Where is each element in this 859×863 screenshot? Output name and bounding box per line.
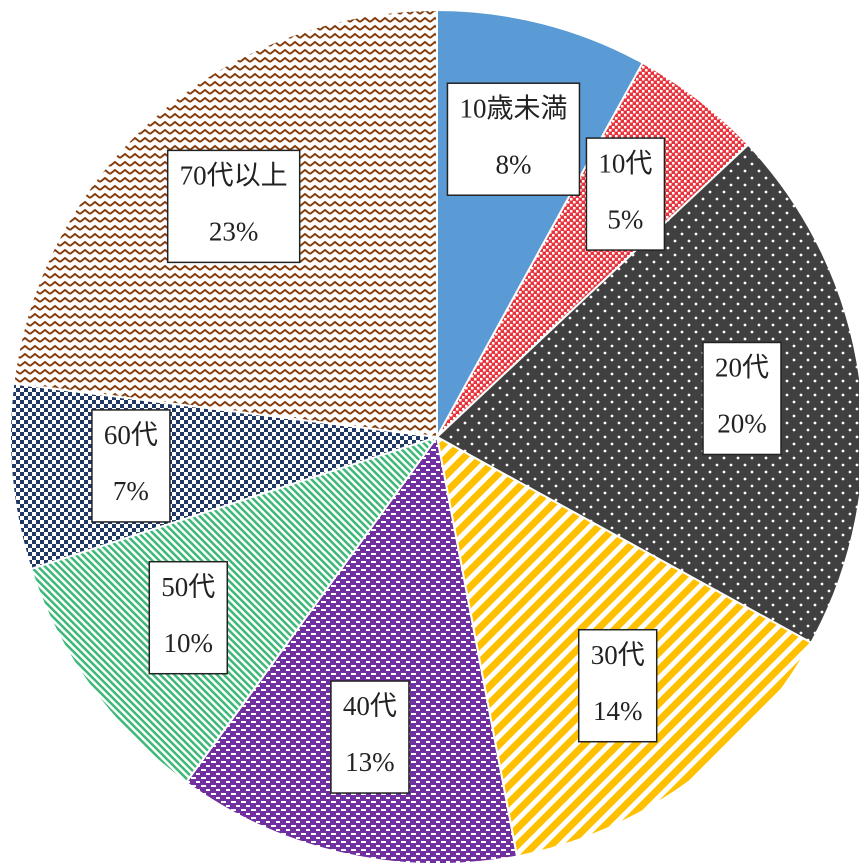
data-label: 70代以上 23% <box>166 149 301 264</box>
value-label: 8% <box>495 149 531 179</box>
value-label: 7% <box>113 476 149 506</box>
category-label: 70代以上 <box>180 161 288 191</box>
value-label: 20% <box>717 409 767 439</box>
label-box <box>91 409 171 523</box>
label-box <box>166 149 301 264</box>
category-label: 10代 <box>598 148 652 178</box>
data-label: 30代 14% <box>577 628 658 743</box>
category-label: 10歳未満 <box>459 93 567 123</box>
category-label: 20代 <box>715 353 769 383</box>
labels: 10歳未満 8% 10代 5% 20代 20% 30代 14% 40代 13% 50代 10% 60代 7… <box>91 82 782 794</box>
data-label: 20代 20% <box>702 341 782 456</box>
value-label: 23% <box>209 217 259 247</box>
label-box <box>702 341 782 456</box>
label-box <box>577 628 658 743</box>
category-label: 40代 <box>343 691 397 721</box>
category-label: 60代 <box>104 420 158 450</box>
label-box <box>330 680 410 794</box>
label-box <box>446 82 581 196</box>
value-label: 5% <box>607 204 643 234</box>
label-box <box>148 560 229 675</box>
data-label: 10代 5% <box>585 137 666 251</box>
value-label: 10% <box>164 628 214 658</box>
data-label: 50代 10% <box>148 560 229 675</box>
pie-slice <box>184 434 519 863</box>
data-label: 40代 13% <box>330 680 410 794</box>
category-label: 30代 <box>591 640 645 670</box>
data-label: 10歳未満 8% <box>446 82 581 196</box>
pie-slice <box>435 143 859 645</box>
data-label: 60代 7% <box>91 409 171 523</box>
label-box <box>585 137 666 251</box>
pie-slice <box>29 435 440 784</box>
value-label: 14% <box>593 696 643 726</box>
value-label: 13% <box>345 747 395 777</box>
category-label: 50代 <box>161 572 215 602</box>
